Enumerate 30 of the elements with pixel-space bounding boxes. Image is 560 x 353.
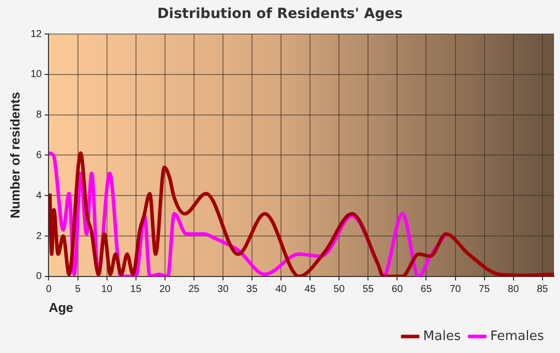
x-tick-label: 35 [246,284,258,296]
y-tick-label: 12 [30,28,42,40]
legend-label: Males [423,328,461,344]
x-tick-label: 0 [46,284,52,296]
legend-label: Females [490,328,544,344]
x-tick-label: 40 [275,284,288,296]
y-tick-label: 10 [30,69,42,80]
x-tick-label: 15 [130,284,142,296]
x-tick-label: 45 [304,284,316,296]
x-tick-label: 85 [536,284,548,296]
chart-title: Distribution of Residents' Ages [156,6,404,22]
x-tick-label: 5 [74,284,81,296]
x-tick-label: 60 [392,284,404,296]
x-tick-label: 25 [188,284,200,296]
x-axis-title: Age [48,300,74,315]
x-tick-label: 65 [420,284,432,296]
x-tick-label: 80 [508,284,520,296]
x-tick-label: 70 [450,284,462,296]
x-tick-label: 10 [101,284,113,296]
x-tick-label: 55 [362,284,374,296]
x-tick-label: 20 [159,284,171,296]
y-tick-label: 2 [36,230,42,242]
x-tick-label: 30 [217,284,229,296]
y-tick-label: 8 [36,110,42,121]
y-tick-label: 0 [36,271,42,282]
y-tick-label: 4 [36,190,42,202]
y-tick-label: 6 [36,150,42,161]
y-axis-title: Number of residents [7,92,22,218]
x-tick-label: 50 [334,284,346,296]
x-tick-label: 75 [478,284,490,296]
